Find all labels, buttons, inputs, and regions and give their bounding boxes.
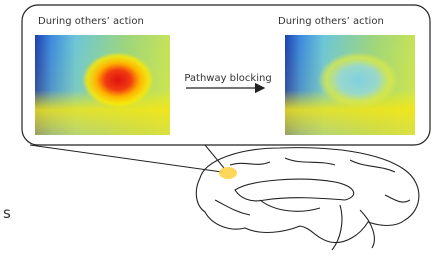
panel-title: During others’ action (278, 16, 384, 27)
heatmap-right (285, 35, 415, 135)
heatmap-left (35, 35, 170, 135)
panel-title: During others’ action (38, 16, 144, 27)
arrow-label: Pathway blocking (184, 73, 271, 84)
highlight-spot (219, 167, 237, 179)
edge-text: s (3, 204, 11, 222)
pointer-line (30, 145, 222, 172)
brain-outline (196, 148, 419, 250)
figure: During others’ action During others’ act… (0, 0, 448, 254)
pointer-line (205, 145, 224, 168)
